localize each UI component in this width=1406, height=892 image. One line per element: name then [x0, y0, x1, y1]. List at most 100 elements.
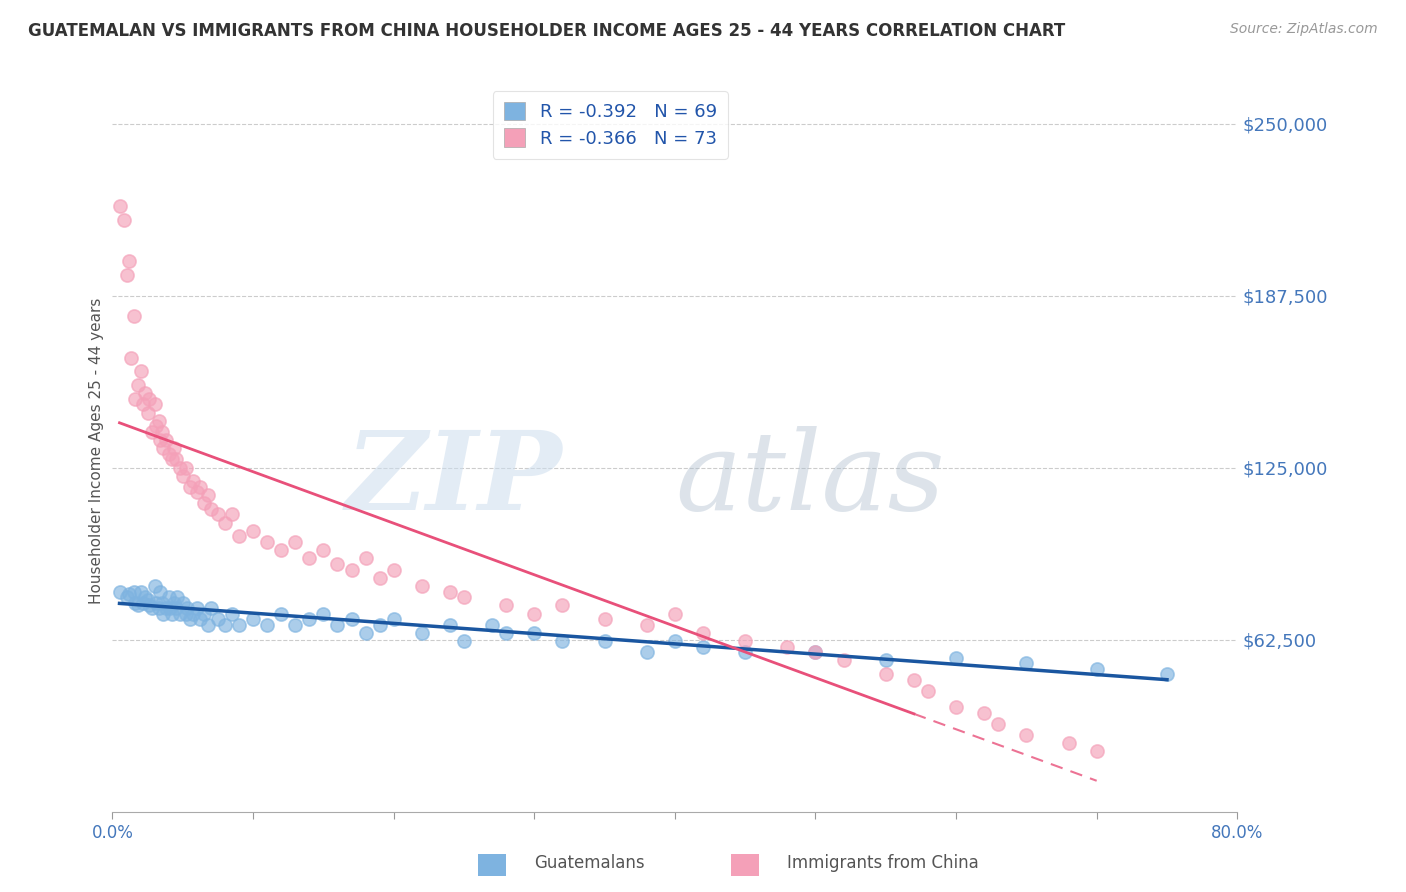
Point: [453, 634, 475, 648]
Point: [115, 590, 138, 604]
Legend: R = -0.392   N = 69, R = -0.366   N = 73: R = -0.392 N = 69, R = -0.366 N = 73: [492, 91, 727, 159]
Point: [136, 406, 159, 420]
Text: ZIP: ZIP: [346, 425, 562, 533]
Point: [1057, 736, 1080, 750]
Point: [134, 386, 156, 401]
Point: [132, 595, 155, 609]
Y-axis label: Householder Income Ages 25 - 44 years: Householder Income Ages 25 - 44 years: [89, 297, 104, 604]
Point: [453, 590, 475, 604]
Point: [141, 601, 163, 615]
Point: [1015, 656, 1038, 670]
Point: [340, 562, 363, 576]
Point: [214, 617, 236, 632]
Point: [734, 645, 756, 659]
Point: [157, 447, 180, 461]
Point: [188, 480, 211, 494]
Point: [138, 392, 160, 406]
Point: [439, 617, 461, 632]
Text: Guatemalans: Guatemalans: [534, 855, 645, 872]
Point: [875, 653, 897, 667]
Point: [120, 351, 142, 365]
Point: [368, 571, 391, 585]
Point: [159, 601, 181, 615]
Point: [108, 199, 131, 213]
Point: [118, 254, 141, 268]
Point: [124, 595, 146, 609]
Point: [129, 584, 152, 599]
Point: [108, 584, 131, 599]
Point: [188, 612, 211, 626]
Point: [481, 617, 503, 632]
Point: [523, 607, 546, 621]
Point: [179, 612, 201, 626]
Point: [256, 617, 278, 632]
Point: [242, 524, 264, 538]
Point: [143, 579, 166, 593]
Point: [411, 625, 433, 640]
Point: [1085, 744, 1108, 758]
Point: [312, 543, 335, 558]
Point: [163, 595, 186, 609]
Point: [242, 612, 264, 626]
Point: [149, 433, 172, 447]
Point: [917, 683, 939, 698]
Point: [439, 584, 461, 599]
Point: [664, 607, 686, 621]
Point: [138, 599, 160, 613]
Point: [127, 599, 149, 613]
Point: [903, 673, 925, 687]
Point: [1156, 667, 1178, 681]
Point: [150, 595, 173, 609]
Point: [593, 634, 616, 648]
Point: [354, 625, 377, 640]
Point: [692, 640, 714, 654]
Point: [495, 625, 517, 640]
Point: [256, 535, 278, 549]
Point: [197, 617, 219, 632]
Point: [149, 584, 172, 599]
Point: [179, 480, 201, 494]
Point: [832, 653, 855, 667]
Point: [221, 607, 243, 621]
Point: [973, 706, 995, 720]
Point: [148, 414, 170, 428]
Point: [122, 584, 145, 599]
Point: [150, 425, 173, 439]
Point: [326, 617, 349, 632]
Point: [382, 562, 405, 576]
Point: [155, 433, 177, 447]
Point: [270, 543, 292, 558]
Point: [636, 617, 658, 632]
Point: [160, 607, 183, 621]
Point: [127, 378, 149, 392]
Point: [551, 634, 574, 648]
Point: [945, 650, 967, 665]
Point: [354, 551, 377, 566]
Point: [987, 716, 1010, 731]
Point: [664, 634, 686, 648]
Point: [200, 601, 222, 615]
Point: [1085, 662, 1108, 676]
Text: Source: ZipAtlas.com: Source: ZipAtlas.com: [1230, 22, 1378, 37]
Point: [186, 601, 208, 615]
Point: [169, 607, 191, 621]
Point: [284, 617, 307, 632]
Point: [1015, 728, 1038, 742]
Point: [157, 590, 180, 604]
Point: [734, 634, 756, 648]
Point: [551, 599, 574, 613]
Point: [186, 485, 208, 500]
Point: [207, 612, 229, 626]
Point: [200, 502, 222, 516]
Point: [160, 452, 183, 467]
Point: [270, 607, 292, 621]
Point: [776, 640, 799, 654]
Point: [181, 607, 204, 621]
Point: [165, 452, 187, 467]
Point: [112, 213, 135, 227]
Point: [141, 425, 163, 439]
Point: [193, 496, 215, 510]
Point: [207, 508, 229, 522]
Point: [228, 617, 250, 632]
Point: [495, 599, 517, 613]
